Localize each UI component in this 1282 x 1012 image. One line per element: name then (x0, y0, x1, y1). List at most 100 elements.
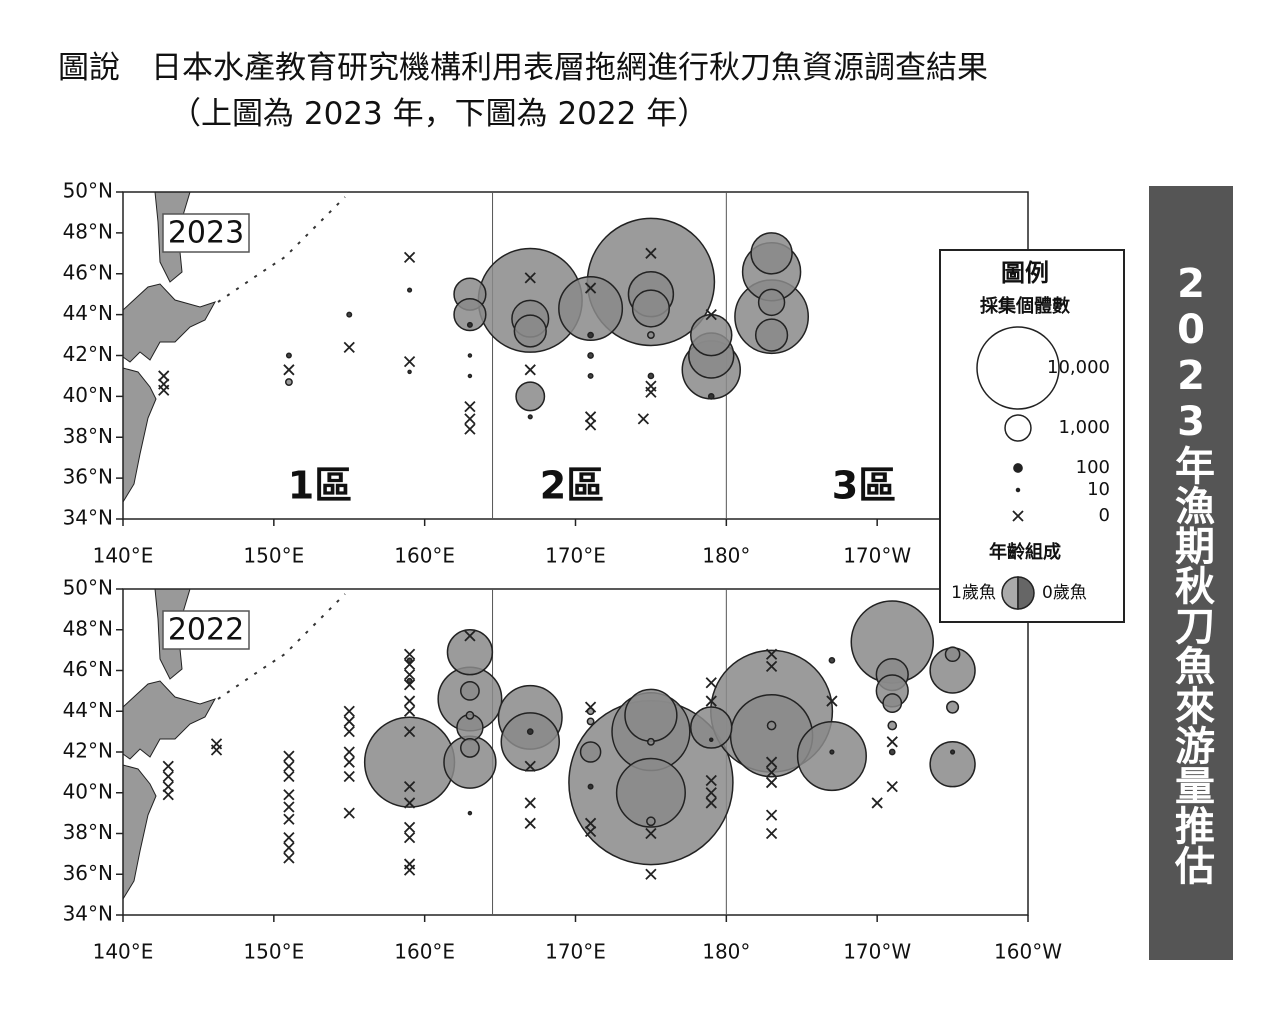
zero-catch (584, 419, 597, 431)
catch-bubble (766, 720, 777, 731)
zero-catch (871, 797, 883, 809)
year-box (162, 213, 250, 253)
region-label: 2區 (540, 464, 604, 508)
zero-catch (283, 801, 295, 813)
zero-catch (584, 701, 597, 713)
legend-age0: 0歲魚 (1042, 583, 1087, 603)
zero-catch (464, 630, 476, 642)
x-tick-label: 150°E (243, 544, 304, 568)
year-box (162, 610, 250, 650)
zero-catch (403, 679, 416, 691)
zero-catch (705, 774, 717, 787)
region-label: 1區 (288, 464, 352, 508)
zero-catch (584, 825, 597, 838)
catch-bubble (949, 749, 956, 755)
zero-catch (826, 695, 838, 707)
zero-catch (464, 423, 476, 435)
landmass (122, 764, 157, 901)
zero-catch (343, 807, 355, 819)
catch-bubble (587, 372, 594, 379)
catch-bubble (690, 706, 733, 749)
catch-bubble (796, 721, 867, 792)
catch-bubble (929, 741, 976, 788)
catch-bubble (467, 353, 473, 358)
zero-catch (886, 781, 898, 793)
zero-catch (464, 400, 476, 413)
x-tick-label: 180° (702, 940, 750, 964)
y-tick-label: 44°N (63, 698, 113, 722)
zero-catch (403, 797, 416, 809)
x-tick-label: 150°E (243, 940, 304, 964)
catch-bubble (754, 318, 789, 352)
y-tick-label: 40°N (63, 779, 113, 803)
catch-bubble (888, 748, 896, 756)
y-tick-label: 50°N (63, 576, 113, 600)
legend-bubble (1015, 487, 1021, 493)
zero-catch (705, 695, 717, 707)
catch-bubble (828, 656, 836, 664)
zero-catch (645, 827, 657, 840)
zero-catch (403, 864, 416, 876)
y-tick-label: 50°N (63, 179, 113, 203)
y-tick-label: 44°N (63, 301, 113, 325)
catch-bubble (465, 710, 475, 720)
zero-catch (584, 817, 597, 829)
y-tick-label: 38°N (63, 424, 113, 448)
zero-catch (162, 789, 174, 801)
x-tick-label: 180° (702, 544, 750, 568)
catch-bubble (459, 680, 480, 701)
map-panel: 34°N 36°N 38°N 40°N 42°N 44°N 46°N 48°N 50°N 140°… (63, 179, 1029, 568)
y-tick-label: 46°N (63, 657, 113, 681)
zero-catch (283, 750, 295, 762)
catch-bubble (406, 677, 413, 684)
y-tick-label: 48°N (63, 219, 113, 243)
catch-bubble (587, 783, 594, 790)
y-tick-label: 34°N (63, 902, 113, 926)
x-tick-label: 170°W (843, 544, 911, 568)
zero-catch (343, 715, 355, 728)
y-tick-label: 42°N (63, 342, 113, 366)
catch-bubble (646, 331, 655, 339)
catch-bubble (624, 688, 678, 743)
title-line: 圖說 日本水產教育研究機構利用表層拖網進行秋刀魚資源調查結果 (58, 50, 988, 86)
zero-catch (765, 776, 778, 789)
zero-catch (464, 413, 476, 425)
landmass (122, 680, 217, 760)
year-label: 2023 (168, 216, 244, 251)
legend-bubble (976, 326, 1060, 410)
catch-bubble (587, 352, 594, 359)
zero-catch (765, 766, 778, 779)
catch-bubble (407, 369, 412, 375)
catch-bubble (284, 378, 293, 386)
catch-bubble (513, 314, 547, 348)
zero-catch (403, 658, 416, 671)
catch-bubble (346, 311, 353, 318)
y-tick-label: 42°N (63, 739, 113, 763)
catch-bubble (446, 628, 494, 676)
catch-bubble (631, 289, 671, 328)
catch-bubble (285, 352, 292, 359)
zero-catch (343, 770, 355, 783)
catch-bubble (579, 741, 602, 763)
zero-catch (162, 770, 174, 783)
catch-bubble (829, 749, 835, 755)
legend-title: 圖例 (1001, 259, 1049, 287)
legend-bubble (1004, 414, 1032, 442)
catch-bubble (406, 657, 413, 664)
catch-bubble (882, 693, 903, 714)
catch-bubble (946, 700, 960, 714)
catch-bubble (466, 321, 473, 328)
catch-bubble (459, 738, 480, 758)
catch-bubble (707, 393, 715, 400)
zero-catch (403, 705, 416, 717)
zero-catch (765, 648, 778, 660)
catch-bubble (615, 757, 686, 828)
legend-size-label: 100 (1076, 457, 1110, 478)
zero-catch (645, 247, 657, 259)
zero-catch (162, 781, 174, 793)
x-tick-label: 140°E (93, 940, 154, 964)
zero-catch (283, 760, 295, 772)
legend-age-title: 年齡組成 (989, 541, 1061, 563)
zero-catch (283, 813, 295, 825)
